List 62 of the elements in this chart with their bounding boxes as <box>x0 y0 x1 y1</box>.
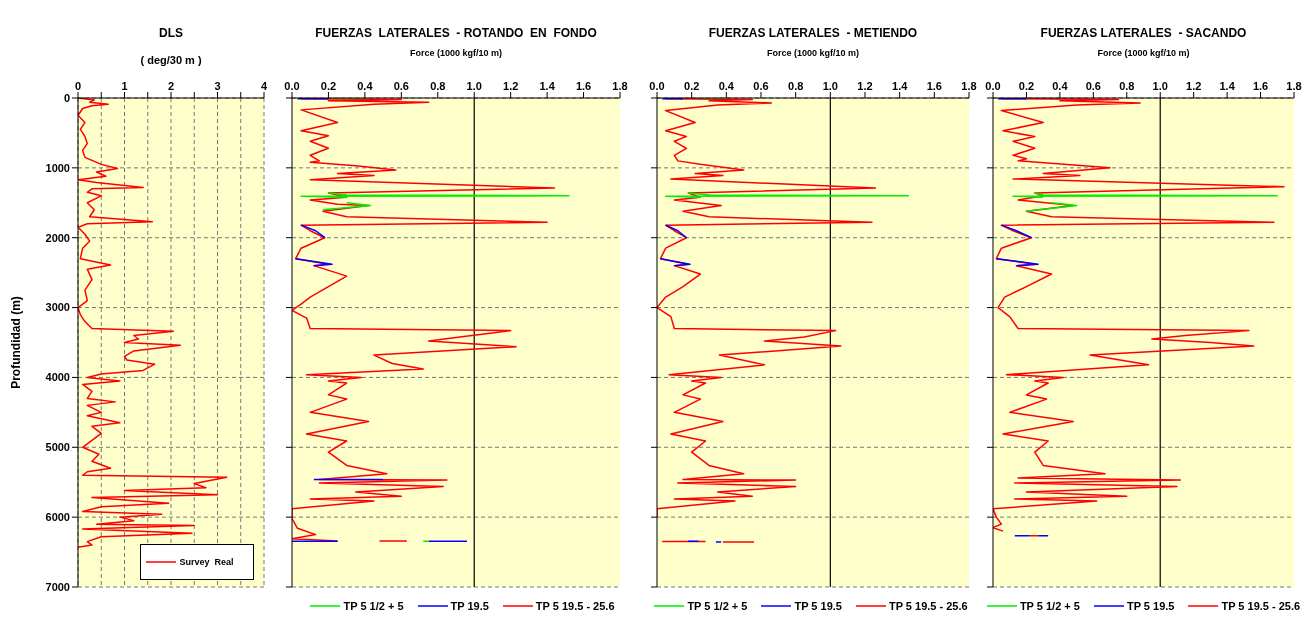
x-tick-label: 1.2 <box>857 80 873 92</box>
x-tick-label: 0.6 <box>753 80 769 92</box>
y-tick-label: 2000 <box>45 231 70 244</box>
x-tick-label: 0.0 <box>649 80 665 92</box>
x-tick-label: 0 <box>74 80 82 92</box>
x-tick-label: 1.4 <box>539 80 556 92</box>
x-tick-label: 1.0 <box>1152 80 1168 92</box>
x-tick-label: 0.2 <box>320 80 337 92</box>
legend-label: TP 19.5 <box>450 600 489 612</box>
legend-label: TP 5 1/2 + 5 <box>1019 600 1080 612</box>
x-tick-label: 1.4 <box>1219 80 1236 92</box>
legend-label: TP 5 1/2 + 5 <box>343 600 404 612</box>
y-tick-label: 1000 <box>45 161 70 174</box>
chart-title: FUERZAS LATERALES - SACANDO <box>1039 25 1248 40</box>
y-tick-label: 6000 <box>45 511 70 524</box>
y-tick-label: 4000 <box>45 371 70 384</box>
x-tick-label: 0.4 <box>1052 80 1069 92</box>
legend-label: TP 5 1/2 + 5 <box>687 600 748 612</box>
x-tick-label: 1.8 <box>1286 80 1302 92</box>
x-tick-label: 0.8 <box>430 80 446 92</box>
x-tick-label: 2 <box>167 80 175 92</box>
x-tick-label: 0.4 <box>718 80 735 92</box>
legend-label: TP 5 19.5 <box>794 600 842 612</box>
x-tick-label: 0.2 <box>1018 80 1035 92</box>
x-tick-label: 1.6 <box>1252 80 1269 92</box>
x-tick-label: 1.8 <box>961 80 977 92</box>
chart-title: FUERZAS LATERALES - ROTANDO EN FONDO <box>314 25 598 40</box>
y-axis-title: Profundidad (m) <box>9 296 24 389</box>
x-tick-label: 1.2 <box>503 80 519 92</box>
legend-label: TP 5 19.5 <box>1126 600 1175 612</box>
y-tick-label: 5000 <box>45 441 70 454</box>
chart-title: FUERZAS LATERALES - METIENDO <box>707 25 919 40</box>
x-tick-label: 1.6 <box>926 80 942 92</box>
x-axis-title: Force (1000 kgf/10 m) <box>408 47 503 58</box>
legend-label: TP 5 19.5 - 25.6 <box>535 600 615 612</box>
x-tick-label: 0.6 <box>393 80 409 92</box>
x-tick-label: 0.6 <box>1085 80 1101 92</box>
x-tick-label: 0.0 <box>284 80 300 92</box>
x-axis-title: ( deg/30 m ) <box>139 53 203 66</box>
legend-label: Survey Real <box>179 557 234 567</box>
x-axis-title: Force (1000 kgf/10 m) <box>1096 47 1191 58</box>
y-tick-label: 0 <box>63 91 70 104</box>
x-tick-label: 1.2 <box>1186 80 1202 92</box>
x-tick-label: 1.6 <box>575 80 592 92</box>
x-tick-label: 3 <box>214 80 221 92</box>
x-axis-title: Force (1000 kgf/10 m) <box>765 47 860 58</box>
x-tick-label: 0.8 <box>1119 80 1135 92</box>
x-tick-label: 0.4 <box>357 80 374 92</box>
x-tick-label: 1.8 <box>612 80 628 92</box>
x-tick-label: 0.0 <box>985 80 1001 92</box>
x-tick-label: 4 <box>260 80 268 92</box>
chart-title: DLS <box>158 25 184 40</box>
x-tick-label: 0.2 <box>684 80 700 92</box>
x-tick-label: 1.0 <box>466 80 482 92</box>
x-tick-label: 0.8 <box>788 80 804 92</box>
x-tick-label: 1.0 <box>822 80 838 92</box>
y-tick-label: 3000 <box>45 301 70 314</box>
x-tick-label: 1 <box>121 80 128 92</box>
x-tick-label: 1.4 <box>892 80 909 92</box>
legend-label: TP 5 19.5 - 25.6 <box>888 600 968 612</box>
legend-label: TP 5 19.5 - 25.6 <box>1221 600 1301 612</box>
y-tick-label: 7000 <box>45 580 70 593</box>
